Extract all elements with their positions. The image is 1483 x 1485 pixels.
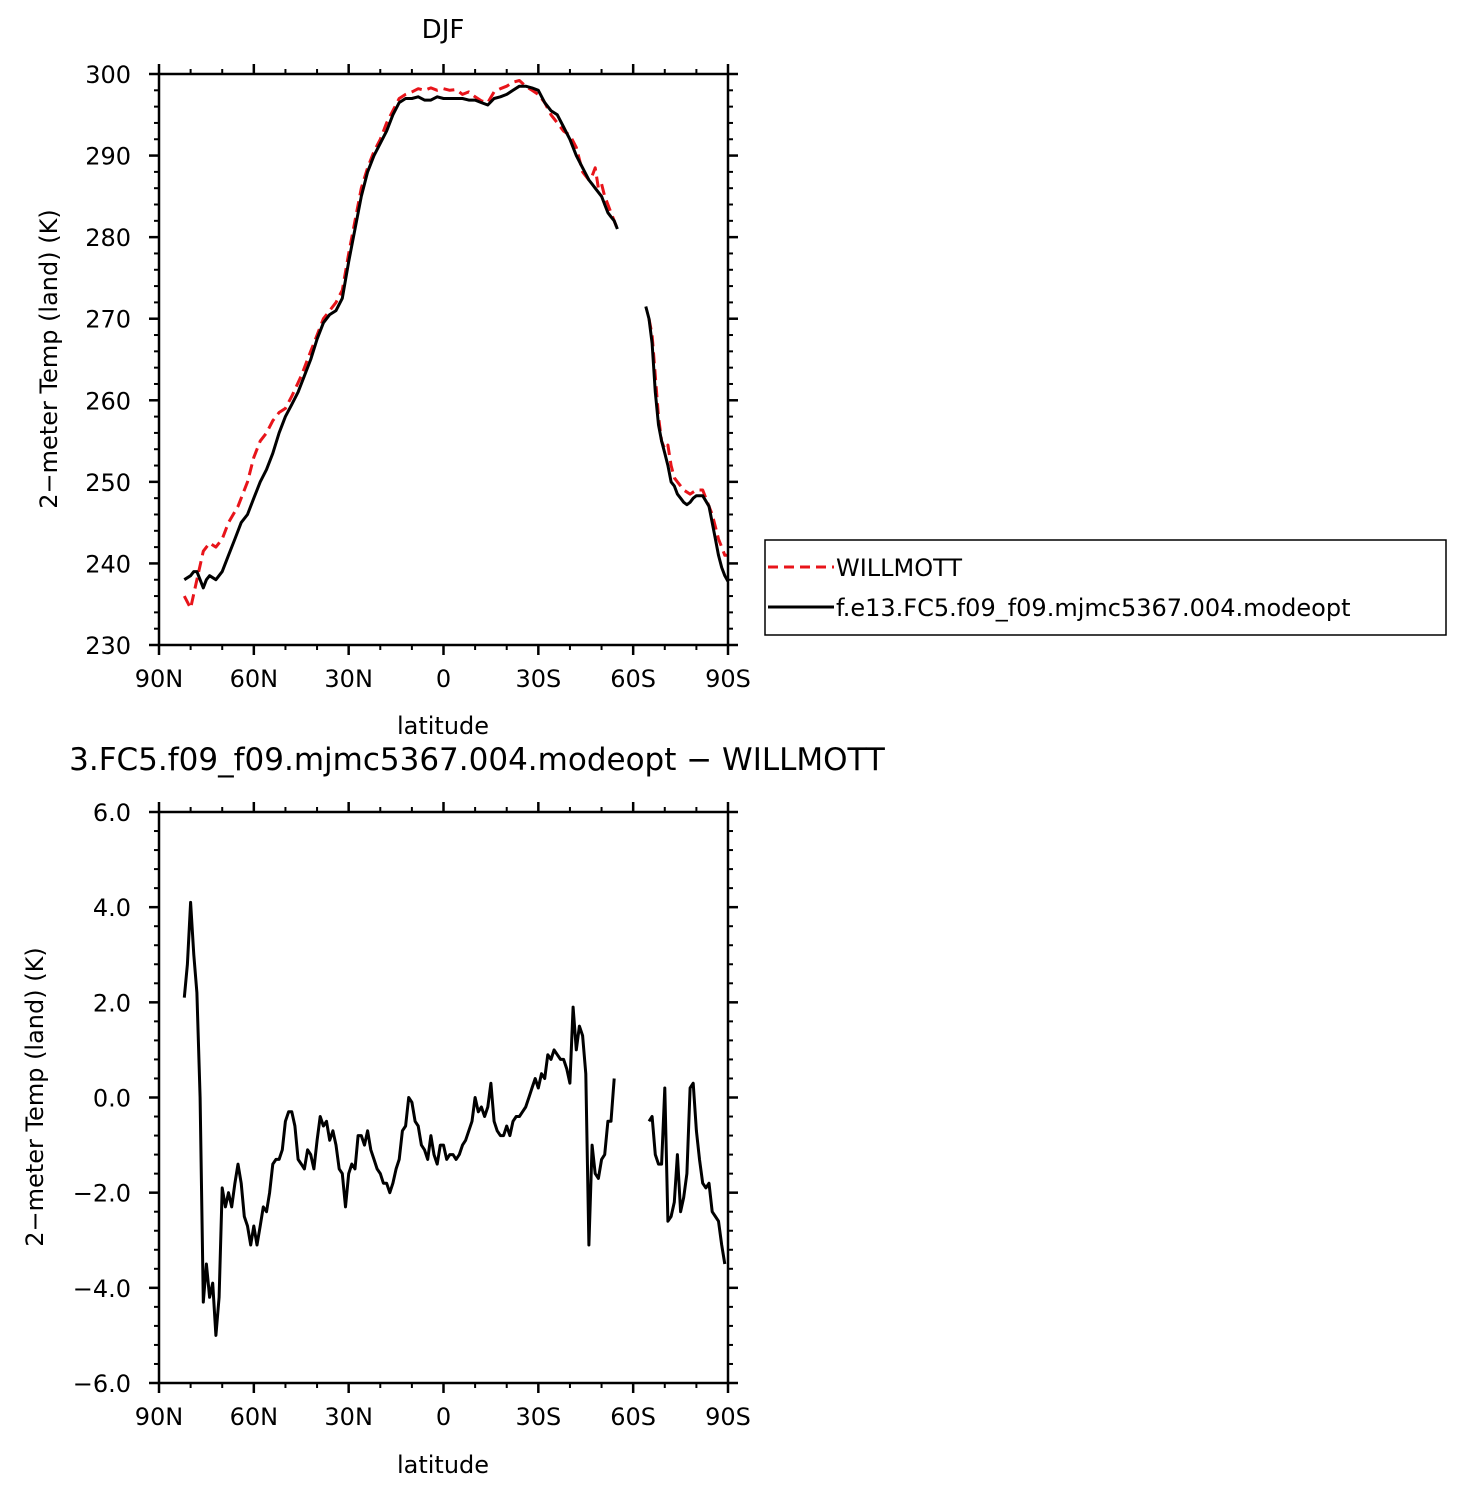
- top-x-tick-label: 0: [436, 665, 451, 693]
- legend: WILLMOTT f.e13.FC5.f09_f09.mjmc5367.004.…: [764, 539, 1447, 636]
- bottom-chart-title: 3.FC5.f09_f09.mjmc5367.004.modeopt − WIL…: [69, 742, 886, 778]
- bottom-x-tick-label: 90S: [705, 1403, 751, 1431]
- top-x-tick-label: 30S: [515, 665, 561, 693]
- bottom-y-tick-label: −2.0: [73, 1180, 131, 1208]
- bottom-x-tick-label: 60N: [230, 1403, 279, 1431]
- top-series-1-line-segment-0: [183, 84, 619, 590]
- top-chart-x-axis-label: latitude: [397, 712, 489, 740]
- top-x-tick-label: 60S: [610, 665, 656, 693]
- bottom-y-tick-label: 2.0: [93, 989, 131, 1017]
- bottom-chart-series-layer: [182, 900, 727, 1337]
- bottom-x-tick-label: 90N: [135, 1403, 184, 1431]
- bottom-y-tick-label: 6.0: [93, 799, 131, 827]
- bottom-chart-frame: [157, 810, 730, 1385]
- legend-label-model: f.e13.FC5.f09_f09.mjmc5367.004.modeopt: [836, 594, 1351, 622]
- bottom-x-tick-label: 60S: [610, 1403, 656, 1431]
- bottom-y-tick-label: −6.0: [73, 1370, 131, 1398]
- bottom-series-0-line-segment-1: [647, 1081, 727, 1265]
- bottom-chart: 3.FC5.f09_f09.mjmc5367.004.modeopt − WIL…: [21, 742, 886, 1479]
- top-chart-y-axis-label: 2−meter Temp (land) (K): [35, 209, 63, 508]
- top-y-tick-label: 250: [85, 469, 131, 497]
- top-y-tick-label: 300: [85, 61, 131, 89]
- legend-box: [764, 539, 1447, 636]
- top-x-tick-label: 90N: [135, 665, 184, 693]
- top-x-tick-label: 60N: [230, 665, 279, 693]
- top-chart: DJF 90N 60N 30N 0 30S 60S 90S 230 240 250 260 270 28…: [35, 15, 751, 740]
- bottom-y-tick-label: 0.0: [93, 1085, 131, 1113]
- top-y-tick-label: 280: [85, 224, 131, 252]
- top-y-tick-label: 230: [85, 632, 131, 660]
- bottom-chart-ticks: 90N 60N 30N 0 30S 60S 90S −6.0 −4.0 −2.0 0.0 2.0 4.0…: [73, 799, 751, 1431]
- top-chart-ticks: 90N 60N 30N 0 30S 60S 90S 230 240 250 260 270 280 290…: [85, 61, 751, 693]
- top-series-0-line-segment-0: [182, 79, 619, 610]
- top-y-tick-label: 290: [85, 143, 131, 171]
- top-y-tick-label: 240: [85, 550, 131, 578]
- top-chart-frame: [157, 72, 730, 647]
- bottom-y-tick-label: −4.0: [73, 1275, 131, 1303]
- bottom-x-tick-label: 30N: [324, 1403, 373, 1431]
- bottom-series-0-line-segment-0: [182, 900, 616, 1337]
- bottom-x-tick-label: 30S: [515, 1403, 561, 1431]
- bottom-y-tick-label: 4.0: [93, 894, 131, 922]
- bottom-x-tick-label: 0: [436, 1403, 451, 1431]
- bottom-chart-y-axis-label: 2−meter Temp (land) (K): [21, 947, 49, 1246]
- top-x-tick-label: 90S: [705, 665, 751, 693]
- top-chart-title: DJF: [422, 15, 465, 45]
- top-y-tick-label: 260: [85, 387, 131, 415]
- top-y-tick-label: 270: [85, 306, 131, 334]
- top-series-1-line-segment-1: [644, 306, 730, 583]
- top-chart-series-layer: [182, 79, 730, 610]
- legend-label-willmott: WILLMOTT: [836, 554, 962, 582]
- top-x-tick-label: 30N: [324, 665, 373, 693]
- bottom-chart-x-axis-label: latitude: [397, 1451, 489, 1479]
